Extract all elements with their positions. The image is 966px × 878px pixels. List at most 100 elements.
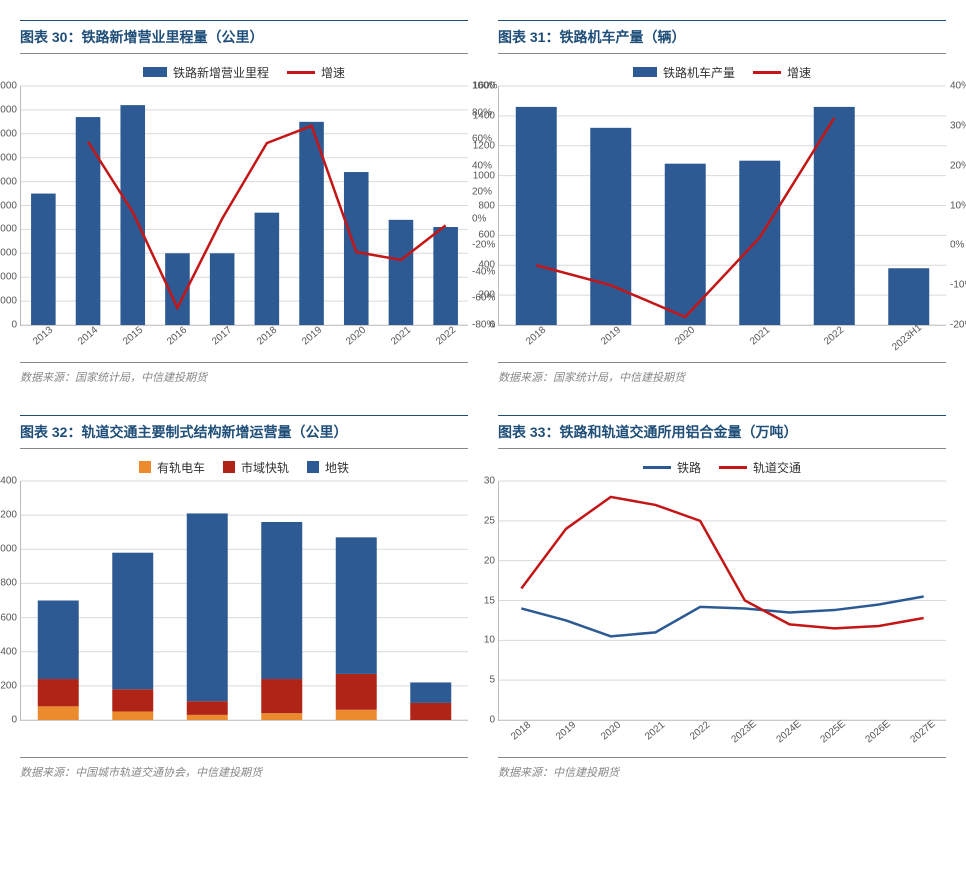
x-axis-label: 2019 — [0, 499, 245, 517]
y2-axis-label: -10% — [950, 280, 966, 291]
y-axis-label: 400 — [478, 260, 495, 271]
x-axis-label: 2014 — [76, 325, 100, 348]
y-axis-label: 600 — [0, 612, 17, 623]
line-swatch — [753, 71, 781, 74]
legend-bar-label: 铁路机车产量 — [663, 64, 735, 81]
y2-axis-label: 30% — [950, 120, 966, 131]
legend-bar: 铁路机车产量 — [633, 64, 735, 81]
y-axis-label: 7000 — [0, 152, 17, 163]
chart-31: 图表 31：铁路机车产量（辆） 铁路机车产量 增速 02004006008001… — [498, 20, 946, 385]
stacked-segment — [336, 710, 377, 720]
chart-33: 图表 33：铁路和轨道交通所用铝合金量（万吨） 铁路轨道交通 051015202… — [498, 415, 946, 780]
y-axis-label: 600 — [478, 230, 495, 241]
x-axis-label: 2026E — [863, 718, 892, 745]
y-axis-label: 30 — [484, 476, 495, 487]
bar — [888, 268, 929, 325]
x-axis-label: 2022 — [822, 325, 846, 348]
stacked-segment — [38, 706, 79, 720]
y-axis-label: 3000 — [0, 248, 17, 259]
chart-33-plot: 051015202530201820192020202120222023E202… — [498, 481, 946, 721]
stacked-segment — [38, 679, 79, 706]
x-axis-label: 2015 — [121, 325, 145, 348]
y-axis-label: 800 — [478, 200, 495, 211]
bar-swatch — [143, 67, 167, 77]
x-axis-label: 2022 — [434, 325, 458, 348]
y-axis-label: 2000 — [0, 272, 17, 283]
x-axis-label: 2022 — [0, 553, 245, 571]
y-axis-label: 5 — [489, 675, 495, 686]
bar — [389, 220, 414, 325]
stacked-segment — [112, 711, 153, 720]
y-axis-label: 1600 — [473, 81, 495, 92]
x-axis-label: 2023H1 — [0, 571, 245, 589]
y-axis-label: 10 — [484, 635, 495, 646]
chart-31-title: 图表 31：铁路机车产量（辆） — [498, 20, 946, 54]
y2-axis-label: -20% — [950, 320, 966, 331]
bar-swatch — [633, 67, 657, 77]
legend-bar-label: 铁路新增营业里程 — [173, 64, 269, 81]
y-axis-label: 1000 — [0, 296, 17, 307]
y-axis-label: 400 — [0, 646, 17, 657]
y-axis-label: 15 — [484, 595, 495, 606]
y2-axis-label: 10% — [950, 200, 966, 211]
bar — [31, 194, 56, 325]
y-axis-label: 200 — [0, 680, 17, 691]
stacked-segment — [187, 701, 228, 715]
stacked-segment — [261, 679, 302, 713]
bar — [433, 227, 458, 325]
x-axis-label: 2019 — [554, 720, 578, 743]
bar — [516, 107, 557, 325]
x-axis-label: 2016 — [166, 325, 190, 348]
chart-32-title: 图表 32：轨道交通主要制式结构新增运营量（公里） — [20, 415, 468, 449]
x-axis-label: 2027E — [908, 718, 937, 745]
x-axis-label: 2018 — [255, 325, 279, 348]
legend-line-label: 增速 — [787, 64, 811, 81]
y2-axis-label: 0% — [950, 240, 964, 251]
x-axis-label: 2022 — [688, 720, 712, 743]
chart-32: 图表 32：轨道交通主要制式结构新增运营量（公里） 有轨电车市域快轨地铁 020… — [20, 415, 468, 780]
stacked-segment — [187, 715, 228, 720]
x-axis-label: 2020 — [344, 325, 368, 348]
y2-axis-label: 20% — [472, 187, 492, 198]
series-line — [521, 597, 923, 637]
legend-label: 市域快轨 — [241, 459, 289, 476]
x-axis-label: 2021 — [748, 325, 772, 348]
y-axis-label: 0 — [489, 715, 495, 726]
x-axis-label: 2013 — [31, 325, 55, 348]
chart-32-source: 数据来源：中国城市轨道交通协会，中信建投期货 — [20, 757, 468, 780]
y2-axis-label: 0% — [472, 213, 486, 224]
x-axis-label: 2021 — [389, 325, 413, 348]
x-axis-label: 2020 — [0, 517, 245, 535]
chart-30-title: 图表 30：铁路新增营业里程量（公里） — [20, 20, 468, 54]
legend-item: 市域快轨 — [223, 459, 289, 476]
legend-bar: 铁路新增营业里程 — [143, 64, 269, 81]
chart-30-legend: 铁路新增营业里程 增速 — [20, 58, 468, 86]
legend-label: 铁路 — [677, 459, 701, 476]
x-axis-label: 2018 — [509, 720, 533, 743]
stacked-segment — [410, 682, 451, 702]
y-axis-label: 25 — [484, 515, 495, 526]
chart-32-plot: 0200400600800100012001400201820192020202… — [20, 481, 468, 721]
y-axis-label: 1000 — [473, 170, 495, 181]
bar — [739, 161, 780, 325]
x-axis-label: 2020 — [673, 325, 697, 348]
x-axis-label: 2017 — [210, 325, 234, 348]
y2-axis-label: 20% — [950, 160, 966, 171]
y-axis-label: 9000 — [0, 104, 17, 115]
x-axis-label: 2021 — [0, 535, 245, 553]
bar — [255, 213, 280, 325]
x-axis-label: 2018 — [0, 481, 245, 499]
x-axis-label: 2020 — [599, 720, 623, 743]
y-axis-label: 4000 — [0, 224, 17, 235]
stacked-segment — [112, 689, 153, 711]
line-swatch — [287, 71, 315, 74]
y-axis-label: 0 — [489, 320, 495, 331]
stacked-segment — [261, 713, 302, 720]
legend-swatch — [139, 461, 151, 473]
y-axis-label: 0 — [11, 715, 17, 726]
legend-label: 轨道交通 — [753, 459, 801, 476]
y-axis-label: 1200 — [473, 140, 495, 151]
chart-33-legend: 铁路 轨道交通 — [498, 453, 946, 481]
x-axis-label: 2019 — [599, 325, 623, 348]
legend-swatch — [223, 461, 235, 473]
